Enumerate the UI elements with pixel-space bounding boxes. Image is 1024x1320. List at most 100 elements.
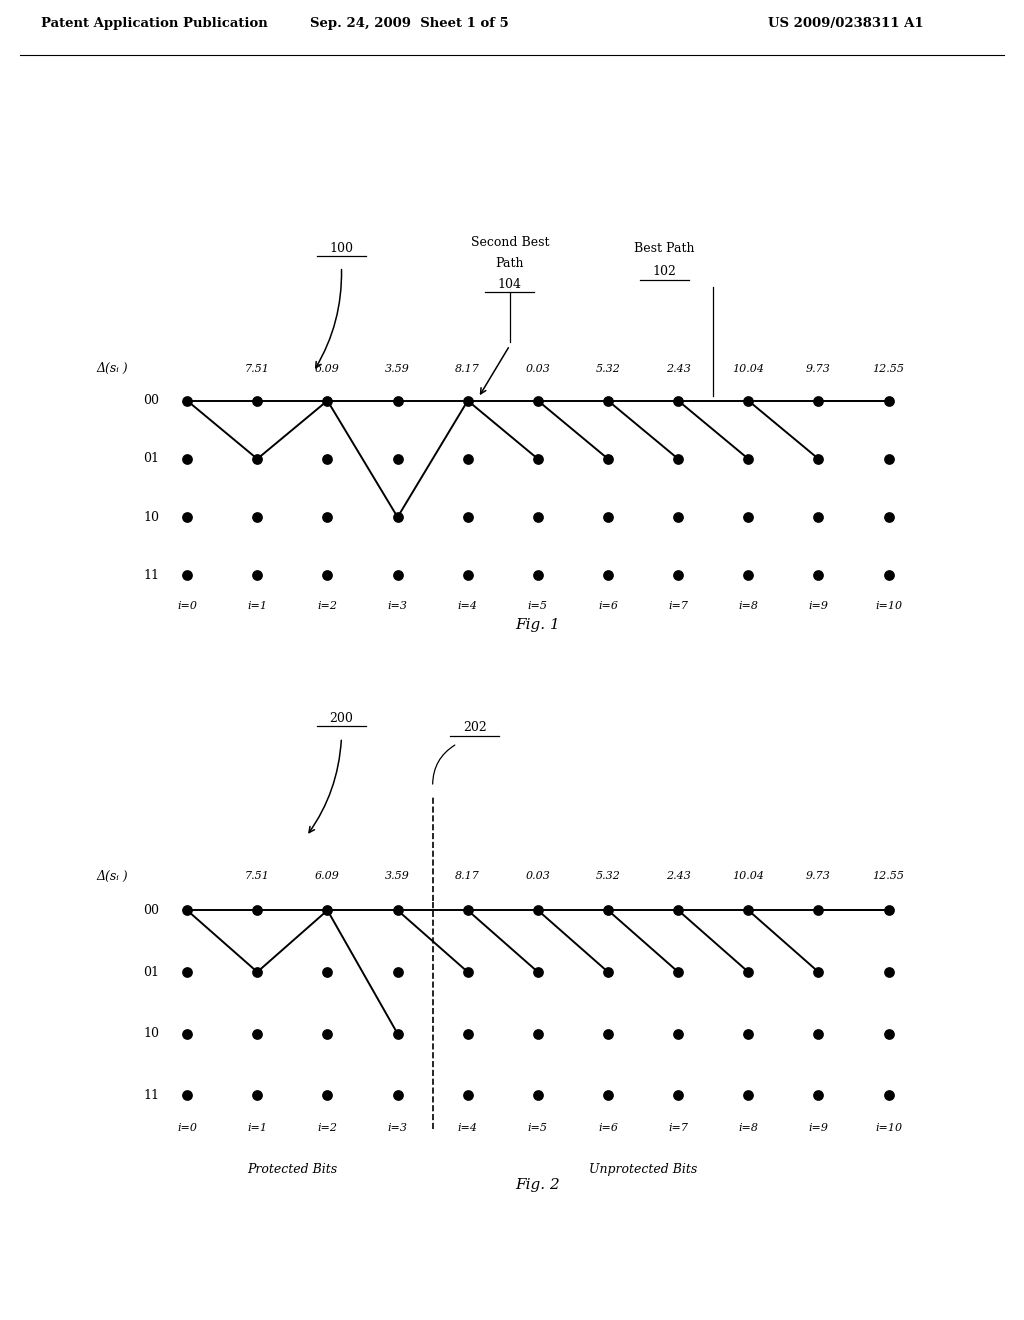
Point xyxy=(529,1023,546,1044)
Point xyxy=(740,391,757,412)
Point xyxy=(881,961,897,982)
Text: 202: 202 xyxy=(463,722,486,734)
Point xyxy=(670,449,686,470)
Point xyxy=(319,1085,336,1106)
Text: 12.55: 12.55 xyxy=(872,363,904,374)
Point xyxy=(389,449,406,470)
Text: 0.03: 0.03 xyxy=(525,363,550,374)
Point xyxy=(600,900,616,921)
Point xyxy=(810,391,826,412)
Text: 8.17: 8.17 xyxy=(456,871,480,882)
Text: 9.73: 9.73 xyxy=(806,363,830,374)
Text: i=3: i=3 xyxy=(388,1122,408,1133)
Point xyxy=(179,565,196,586)
Point xyxy=(670,900,686,921)
Point xyxy=(810,449,826,470)
Text: i=6: i=6 xyxy=(598,1122,618,1133)
Point xyxy=(529,565,546,586)
Point xyxy=(529,507,546,528)
Text: Best Path: Best Path xyxy=(634,242,694,255)
Point xyxy=(249,565,265,586)
Point xyxy=(389,961,406,982)
Point xyxy=(389,1085,406,1106)
Point xyxy=(460,449,476,470)
Text: 3.59: 3.59 xyxy=(385,363,410,374)
Point xyxy=(179,900,196,921)
Text: Path: Path xyxy=(496,256,524,269)
Point xyxy=(670,961,686,982)
Point xyxy=(740,1023,757,1044)
Text: 6.09: 6.09 xyxy=(315,363,340,374)
Point xyxy=(249,507,265,528)
Text: i=3: i=3 xyxy=(388,601,408,611)
Text: 7.51: 7.51 xyxy=(245,871,269,882)
Point xyxy=(810,1023,826,1044)
Point xyxy=(670,391,686,412)
Point xyxy=(600,391,616,412)
Text: i=0: i=0 xyxy=(177,1122,198,1133)
Point xyxy=(881,449,897,470)
Point xyxy=(249,900,265,921)
Text: Fig. 1: Fig. 1 xyxy=(515,618,560,632)
Text: 6.09: 6.09 xyxy=(315,871,340,882)
Text: i=7: i=7 xyxy=(669,1122,688,1133)
Point xyxy=(389,391,406,412)
Point xyxy=(179,391,196,412)
Point xyxy=(529,900,546,921)
Point xyxy=(740,1085,757,1106)
Point xyxy=(810,961,826,982)
Point xyxy=(319,1023,336,1044)
Point xyxy=(810,1085,826,1106)
Text: 00: 00 xyxy=(143,395,159,407)
Point xyxy=(740,961,757,982)
Text: Δ(sᵢ ): Δ(sᵢ ) xyxy=(96,362,128,375)
Text: 104: 104 xyxy=(498,279,522,292)
Point xyxy=(600,449,616,470)
Point xyxy=(389,507,406,528)
Point xyxy=(319,391,336,412)
Text: Unprotected Bits: Unprotected Bits xyxy=(589,1163,697,1176)
Point xyxy=(529,391,546,412)
Point xyxy=(460,565,476,586)
Point xyxy=(670,1085,686,1106)
Point xyxy=(319,507,336,528)
Point xyxy=(460,961,476,982)
Text: i=1: i=1 xyxy=(247,601,267,611)
Point xyxy=(319,449,336,470)
Text: 01: 01 xyxy=(143,965,159,978)
Text: 100: 100 xyxy=(330,242,353,255)
Text: 10: 10 xyxy=(143,1027,159,1040)
Point xyxy=(740,900,757,921)
Point xyxy=(460,900,476,921)
Point xyxy=(389,900,406,921)
Text: Second Best: Second Best xyxy=(471,236,549,249)
Text: i=5: i=5 xyxy=(528,601,548,611)
Point xyxy=(810,565,826,586)
Text: 5.32: 5.32 xyxy=(596,363,621,374)
Point xyxy=(740,449,757,470)
Point xyxy=(600,565,616,586)
Point xyxy=(881,900,897,921)
Point xyxy=(249,1023,265,1044)
Text: i=2: i=2 xyxy=(317,601,338,611)
Text: US 2009/0238311 A1: US 2009/0238311 A1 xyxy=(768,17,924,30)
Text: 00: 00 xyxy=(143,904,159,917)
Point xyxy=(319,961,336,982)
Text: Δ(sᵢ ): Δ(sᵢ ) xyxy=(96,870,128,883)
Text: i=9: i=9 xyxy=(809,601,828,611)
Point xyxy=(881,507,897,528)
Point xyxy=(670,507,686,528)
Text: i=0: i=0 xyxy=(177,601,198,611)
Point xyxy=(810,900,826,921)
Point xyxy=(881,391,897,412)
Point xyxy=(179,1085,196,1106)
Text: 10.04: 10.04 xyxy=(732,871,764,882)
Text: Sep. 24, 2009  Sheet 1 of 5: Sep. 24, 2009 Sheet 1 of 5 xyxy=(310,17,509,30)
Text: 01: 01 xyxy=(143,453,159,466)
Text: i=2: i=2 xyxy=(317,1122,338,1133)
Point xyxy=(670,1023,686,1044)
Text: 2.43: 2.43 xyxy=(666,363,690,374)
Text: 0.03: 0.03 xyxy=(525,871,550,882)
Point xyxy=(600,1085,616,1106)
Text: 12.55: 12.55 xyxy=(872,871,904,882)
